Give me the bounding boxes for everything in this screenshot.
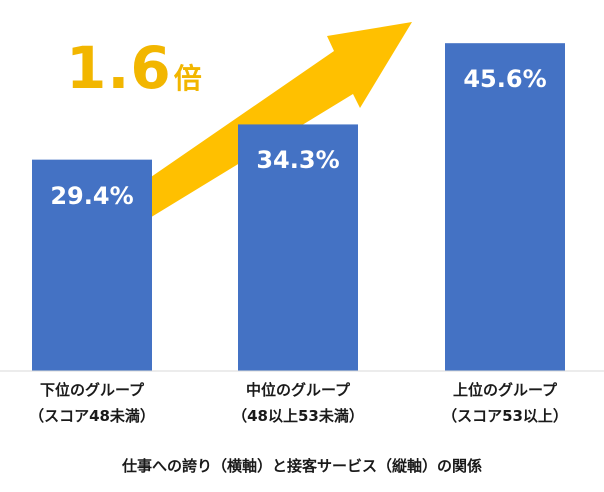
data-label-3: 45.6% [463,65,547,94]
bar-3 [445,43,565,371]
data-label-1: 29.4% [50,181,134,210]
category-label-2: 中位のグループ （48以上53未満） [203,377,393,429]
multiplier-unit: 倍 [173,62,202,95]
multiplier-value: 1.6 [66,34,172,102]
category-label-3: 上位のグループ （スコア53以上） [410,377,600,429]
category-label-line2: （スコア48未満） [29,407,155,425]
category-label-line2: （スコア53以上） [442,407,568,425]
category-label-line1: 中位のグループ [245,381,351,399]
data-label-2: 34.3% [256,146,340,175]
bar-1 [32,159,152,371]
x-axis-title: 仕事への誇り（横軸）と接客サービス（縦軸）の関係 [121,457,482,475]
bar-2 [238,124,358,371]
category-label-line1: 上位のグループ [452,381,558,399]
multiplier-annotation: 1.6倍 [66,34,202,102]
category-label-line1: 下位のグループ [39,381,145,399]
category-label-line2: （48以上53未満） [232,407,364,425]
category-label-1: 下位のグループ （スコア48未満） [0,377,187,429]
